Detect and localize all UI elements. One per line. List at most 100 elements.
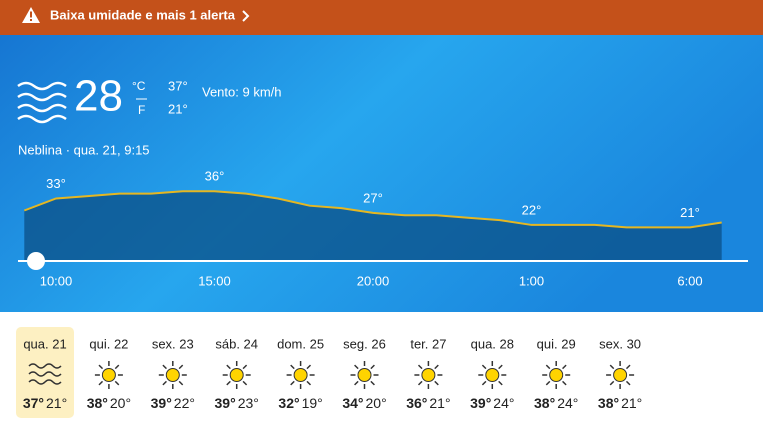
day-low: 21° [46,395,67,411]
day-name: sáb. 24 [215,336,258,351]
day-selected-bg [16,327,74,418]
fog-icon [17,81,67,124]
sun-disc [421,368,436,382]
sun-icon [222,361,251,389]
alert-icon [22,7,40,23]
day-name: seg. 26 [343,336,386,351]
day-name: ter. 27 [410,336,446,351]
day-high: 38° [598,395,619,411]
sun-ray [609,380,615,386]
day-high: 38° [87,395,108,411]
sun-disc [357,368,372,382]
day-high: 34° [342,395,363,411]
day-name: dom. 25 [277,336,324,351]
sun-icon [158,361,187,389]
day-high: 39° [215,395,236,411]
sun-ray [162,380,167,386]
unit-celsius[interactable]: °C [132,79,146,93]
sun-disc [549,368,564,382]
day-temps: 36° 21° [406,395,450,411]
day-name: qui. 22 [89,336,128,351]
sun-ray [114,364,120,370]
day-temps: 37° 21° [23,395,67,411]
day-column[interactable]: sáb. 24 39° 23° [215,336,259,410]
day-temps: 38° 21° [598,395,642,411]
time-slider-handle[interactable] [27,252,45,270]
time-label: 15:00 [198,273,231,288]
day-high: 39° [470,395,491,411]
sun-icon [350,361,379,389]
temp-label: 33° [46,176,66,191]
today-low: 21° [168,101,188,116]
day-temps: 38° 20° [87,395,131,411]
day-column[interactable]: qua. 28 39° 24° [470,336,514,410]
sun-ray [178,380,184,386]
time-label: 10:00 [40,273,73,288]
sun-disc [293,368,308,382]
unit-fahrenheit[interactable]: F [138,103,145,117]
sun-ray [290,364,295,370]
temp-label: 36° [205,169,225,184]
sun-ray [354,380,359,386]
sun-ray [242,380,248,386]
sun-icon [414,361,443,389]
sun-disc [613,368,628,382]
day-temps: 39° 22° [151,395,195,411]
sun-ray [226,364,231,370]
sun-ray [481,380,487,386]
sun-ray [562,364,567,370]
temp-label: 21° [680,205,700,220]
sun-ray [545,364,551,370]
day-low: 19° [302,395,323,411]
sun-ray [434,364,439,370]
sun-ray [242,364,248,370]
day-column[interactable]: qui. 22 38° 20° [87,336,131,410]
temp-label: 27° [363,190,383,205]
sun-ray [417,380,423,386]
day-high: 39° [151,395,172,411]
time-label: 20:00 [357,273,390,288]
day-column[interactable]: seg. 26 34° 20° [342,336,386,410]
sun-ray [562,380,567,386]
sun-disc [229,368,244,382]
sun-ray [178,364,184,370]
day-name: sex. 30 [599,336,641,351]
fog-wave [28,363,62,369]
day-low: 24° [493,395,514,411]
day-name: qua. 28 [471,336,514,351]
current-panel [0,35,763,312]
fog-icon [28,363,62,385]
alert-bar[interactable] [0,0,763,35]
sun-icon [94,361,123,389]
day-temps: 39° 24° [470,395,514,411]
sun-icon [606,361,635,389]
day-temps: 38° 24° [534,395,578,411]
day-name: sex. 23 [152,336,194,351]
day-temps: 34° 20° [342,395,386,411]
sun-ray [625,364,631,370]
alert-chevron [242,10,250,22]
day-column[interactable]: ter. 27 36° 21° [406,336,450,410]
sun-ray [98,364,104,370]
day-low: 24° [557,395,578,411]
wind: Vento: 9 km/h [202,84,282,99]
sun-ray [417,364,423,370]
current-temp: 28 [74,72,123,121]
day-column[interactable]: qua. 21 37° 21° [16,327,74,418]
day-column[interactable]: sex. 23 39° 22° [151,336,195,410]
sun-ray [354,364,359,370]
day-column[interactable]: sex. 30 38° 21° [598,336,642,410]
day-name: qui. 29 [537,336,576,351]
day-low: 20° [366,395,387,411]
sun-ray [306,380,312,386]
day-column[interactable]: qui. 29 38° 24° [534,336,578,410]
alert-text[interactable]: Baixa umidade e mais 1 alerta [50,7,236,22]
forecast-panel [0,312,763,431]
sun-ray [481,364,487,370]
sun-ray [98,380,104,386]
day-low: 21° [621,395,642,411]
day-low: 22° [174,395,195,411]
day-column[interactable]: dom. 25 32° 19° [277,336,324,410]
day-low: 21° [429,395,450,411]
day-high: 38° [534,395,555,411]
